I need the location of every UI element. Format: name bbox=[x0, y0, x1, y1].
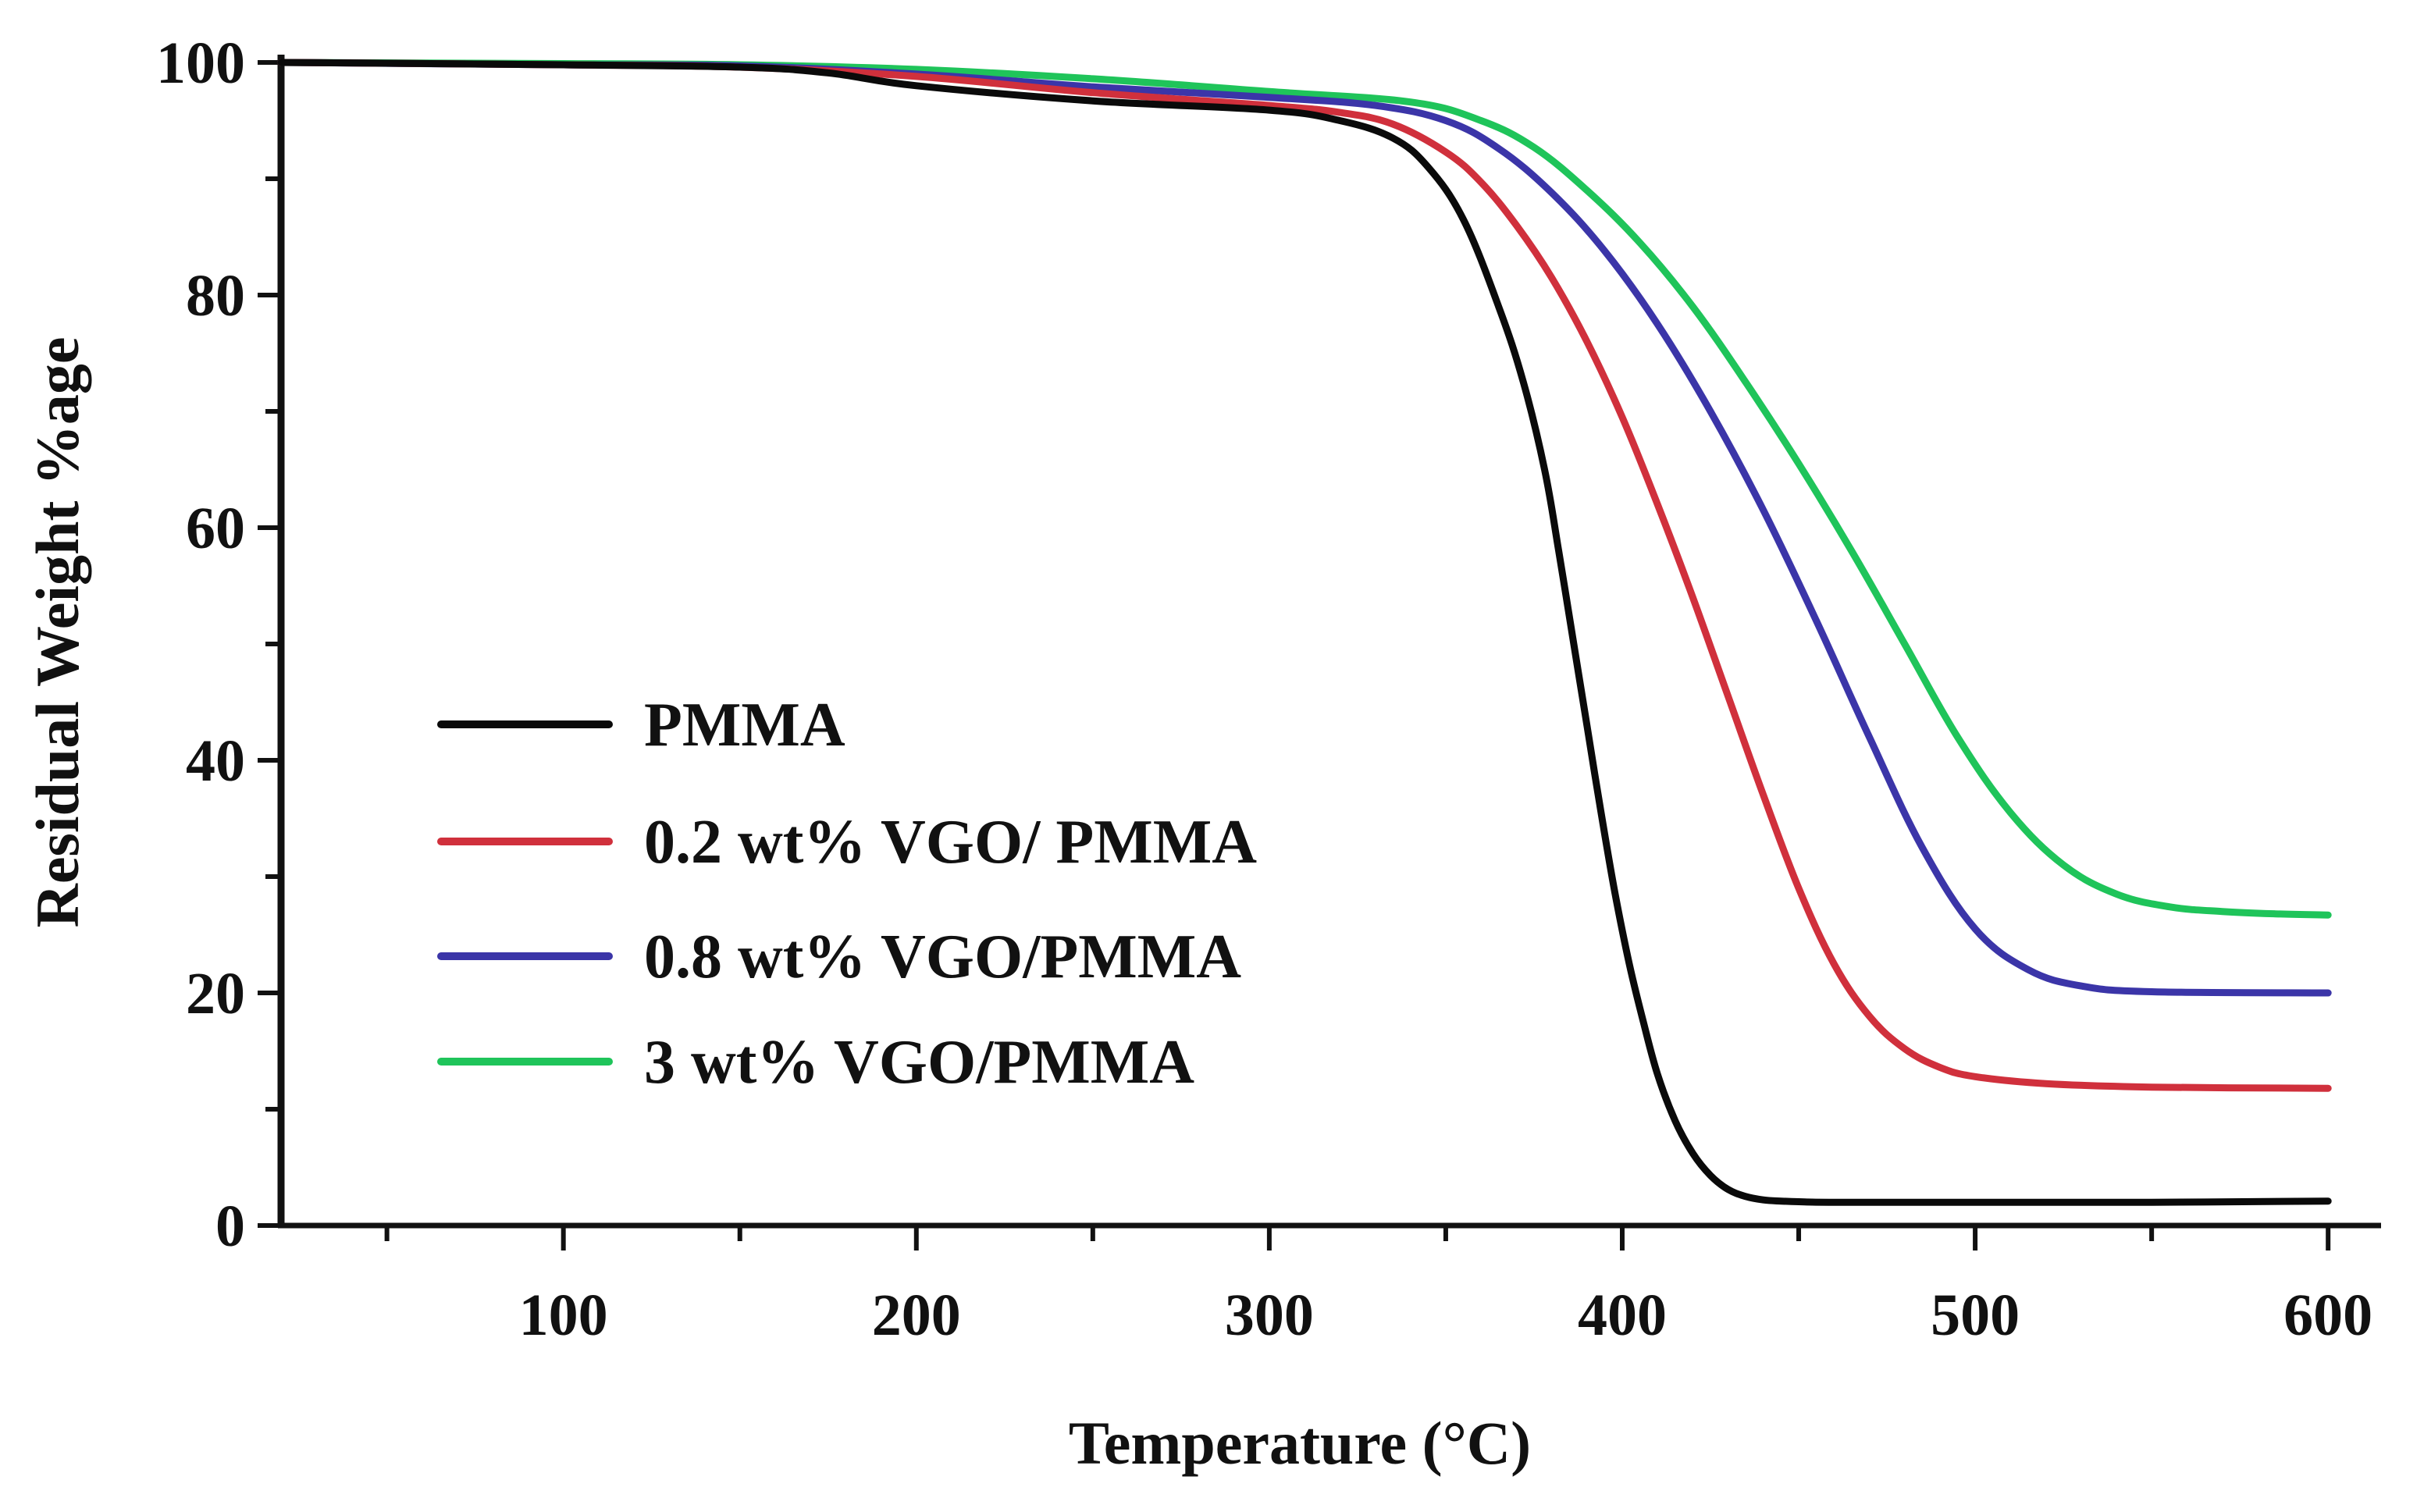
y-tick-label: 60 bbox=[186, 496, 245, 561]
legend-label-0-2-wt-vgo-pmma: 0.2 wt% VGO/ PMMA bbox=[644, 808, 1257, 877]
x-tick-label: 300 bbox=[1225, 1283, 1314, 1348]
y-tick-label: 20 bbox=[186, 961, 245, 1026]
y-tick-label: 80 bbox=[186, 263, 245, 329]
legend-label-pmma: PMMA bbox=[644, 691, 845, 760]
x-axis-label: Temperature (°C) bbox=[1069, 1409, 1531, 1477]
x-tick-label: 500 bbox=[1931, 1283, 2020, 1348]
axes bbox=[277, 55, 2381, 1229]
axis-ticks: 0 20 40 60 80 100 100 200 300 400 500 600 bbox=[156, 30, 2372, 1348]
x-tick-label: 600 bbox=[2283, 1283, 2372, 1348]
series-line-0-2-wt-vgo-pmma bbox=[277, 59, 2332, 1092]
legend-label-0-8-wt-vgo-pmma: 0.8 wt% VGO/PMMA bbox=[644, 923, 1241, 991]
y-tick-label: 0 bbox=[215, 1194, 245, 1259]
series-line-pmma bbox=[277, 59, 2332, 1206]
series-line-3-wt-vgo-pmma bbox=[277, 59, 2332, 919]
y-tick-label: 40 bbox=[186, 728, 245, 794]
plot-area bbox=[277, 59, 2332, 1206]
x-tick-label: 100 bbox=[519, 1283, 608, 1348]
legend-label-3-wt-vgo-pmma: 3 wt% VGO/PMMA bbox=[644, 1028, 1194, 1097]
y-axis-label: Residual Weight %age bbox=[23, 337, 91, 928]
y-tick-label: 100 bbox=[156, 30, 245, 96]
series-line-0-8-wt-vgo-pmma bbox=[277, 59, 2332, 997]
legend: PMMA 0.2 wt% VGO/ PMMA 0.8 wt% VGO/PMMA 3 w… bbox=[437, 691, 1257, 1097]
x-tick-label: 400 bbox=[1578, 1283, 1667, 1348]
x-tick-label: 200 bbox=[872, 1283, 961, 1348]
